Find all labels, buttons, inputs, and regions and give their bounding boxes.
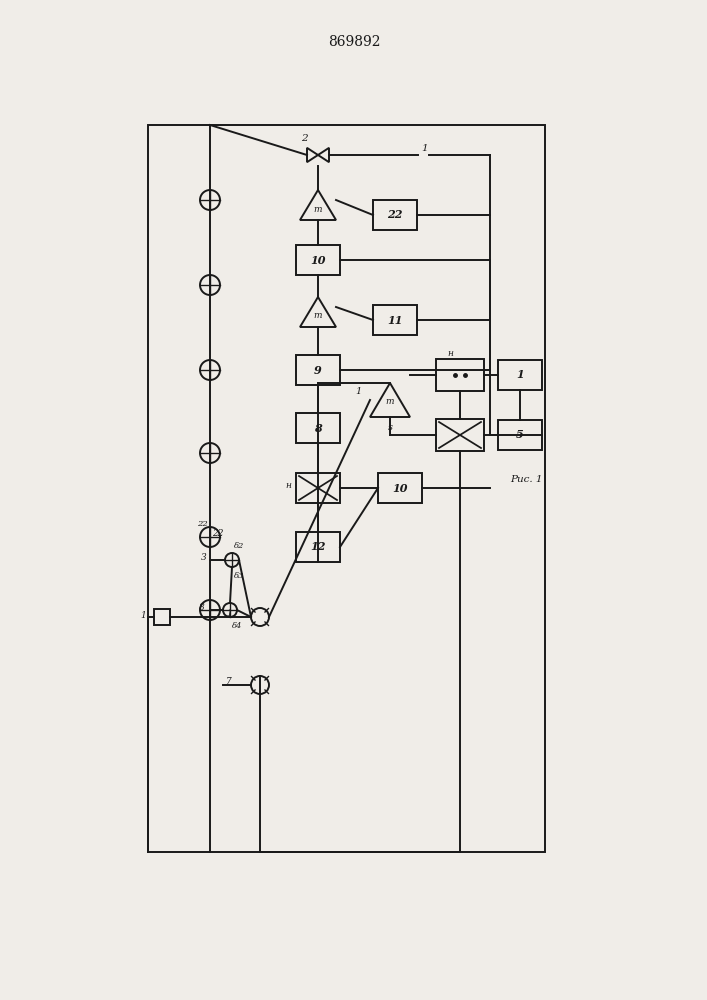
Text: 22: 22 [387, 210, 403, 221]
Bar [296, 245, 340, 275]
Bar [373, 200, 417, 230]
Text: 22: 22 [197, 520, 208, 528]
Text: 1: 1 [421, 144, 428, 153]
Text: m: m [314, 312, 322, 320]
Text: 22: 22 [212, 529, 223, 538]
Bar [373, 305, 417, 335]
Text: δ4: δ4 [232, 622, 243, 630]
Bar [378, 473, 422, 503]
Text: 1: 1 [226, 609, 232, 618]
Bar [296, 473, 340, 503]
Bar [436, 419, 484, 451]
Text: 10: 10 [310, 254, 326, 265]
Text: 869892: 869892 [328, 35, 380, 49]
Bar [296, 413, 340, 443]
Text: 10: 10 [392, 483, 408, 493]
Bar [296, 355, 340, 385]
Text: m: m [386, 397, 395, 406]
Text: 11: 11 [387, 314, 403, 326]
Text: 1: 1 [516, 369, 524, 380]
Text: s: s [387, 423, 392, 432]
Bar [436, 359, 484, 391]
Text: 9: 9 [314, 364, 322, 375]
Text: 3: 3 [201, 552, 207, 562]
Text: 1: 1 [356, 387, 362, 396]
Text: 7: 7 [226, 678, 232, 686]
Text: 1: 1 [140, 610, 146, 619]
Text: н: н [285, 482, 291, 490]
Text: δ3: δ3 [234, 572, 245, 580]
Bar [498, 360, 542, 390]
Bar [148, 125, 545, 852]
Text: 2: 2 [300, 134, 308, 143]
Text: Рис. 1: Рис. 1 [510, 476, 542, 485]
Text: 5: 5 [516, 430, 524, 440]
Bar [498, 420, 542, 450]
Bar [296, 532, 340, 562]
Text: 8: 8 [199, 602, 205, 611]
Text: 8: 8 [314, 422, 322, 434]
Text: m: m [314, 205, 322, 214]
Text: н: н [447, 349, 453, 358]
Text: 12: 12 [310, 542, 326, 552]
Bar [154, 609, 170, 625]
Text: δ2: δ2 [234, 542, 245, 550]
